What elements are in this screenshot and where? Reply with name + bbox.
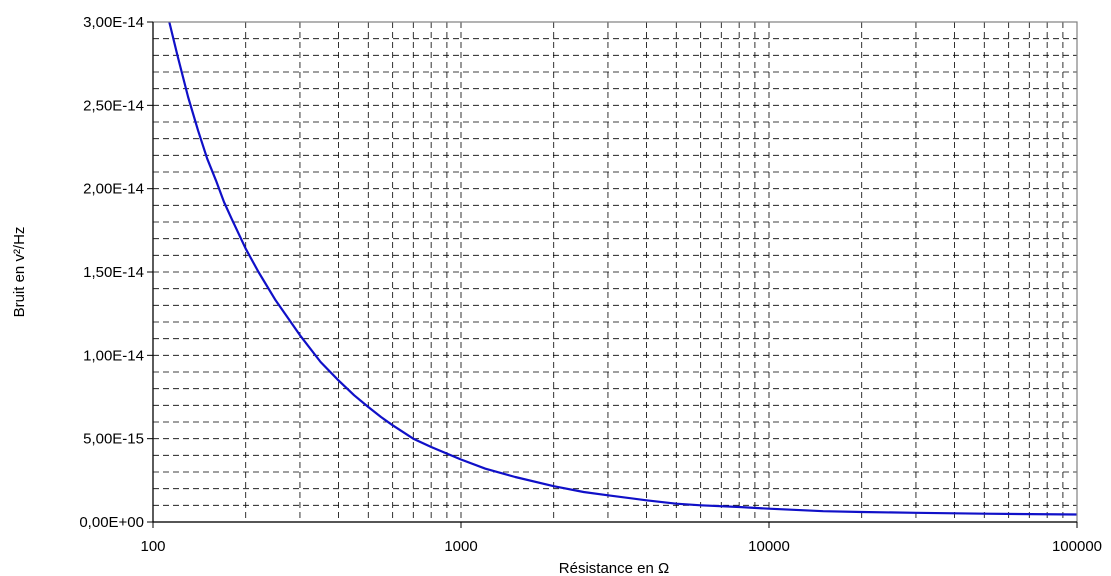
y-axis-label: Bruit en v²/Hz [11, 227, 28, 318]
y-tick-label: 1,00E-14 [83, 347, 144, 364]
series-line [168, 21, 1078, 516]
x-tick-label: 100000 [1052, 538, 1102, 555]
grid [153, 22, 1077, 522]
x-axis-label: Résistance en Ω [559, 560, 669, 576]
tick-labels: 0,00E+00 5,00E-15 1,00E-14 1,50E-14 2,00E-14… [79, 14, 1102, 555]
axes [147, 21, 1078, 528]
x-tick-label: 10000 [748, 538, 790, 555]
y-tick-label: 5,00E-15 [83, 431, 144, 448]
x-tick-label: 1000 [444, 538, 477, 555]
series-layer [168, 21, 1078, 516]
y-tick-label: 1,50E-14 [83, 264, 144, 281]
x-tick-label: 100 [140, 538, 165, 555]
y-tick-label: 2,50E-14 [83, 97, 144, 114]
y-tick-label: 2,00E-14 [83, 181, 144, 198]
y-tick-label: 0,00E+00 [79, 514, 144, 531]
y-tick-label: 3,00E-14 [83, 14, 144, 31]
